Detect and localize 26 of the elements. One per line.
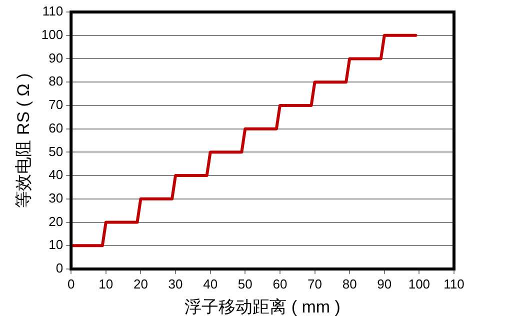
y-axis-title: 等效电阻 RS ( Ω ) [14,73,33,208]
x-tick-label: 70 [308,276,322,292]
x-tick-label: 20 [133,276,148,292]
y-tick-label: 100 [41,26,64,42]
y-tick-label: 30 [48,190,64,206]
y-tick-label: 20 [48,214,64,229]
y-tick-label: 60 [48,120,64,136]
x-tick-label: 90 [377,276,392,292]
x-tick-label: 110 [444,276,464,292]
y-tick-label: 50 [48,144,64,159]
y-tick-label: 110 [42,4,64,19]
x-tick-label: 100 [408,276,430,292]
x-tick-label: 30 [168,276,183,292]
y-tick-label: 40 [48,167,64,182]
x-tick-label: 0 [67,276,75,292]
x-axis-title: 浮子移动距离 ( mm ) [184,297,340,316]
x-tick-label: 80 [342,276,357,292]
x-tick-label: 50 [238,276,252,292]
y-tick-label: 90 [48,50,64,66]
y-tick-label: 10 [48,237,64,252]
y-tick-label: 80 [48,74,64,89]
y-tick-label: 70 [48,97,64,112]
y-tick-label: 0 [56,260,64,276]
x-tick-label: 40 [203,276,218,292]
x-tick-label: 60 [272,276,288,292]
x-tick-label: 10 [98,276,114,292]
